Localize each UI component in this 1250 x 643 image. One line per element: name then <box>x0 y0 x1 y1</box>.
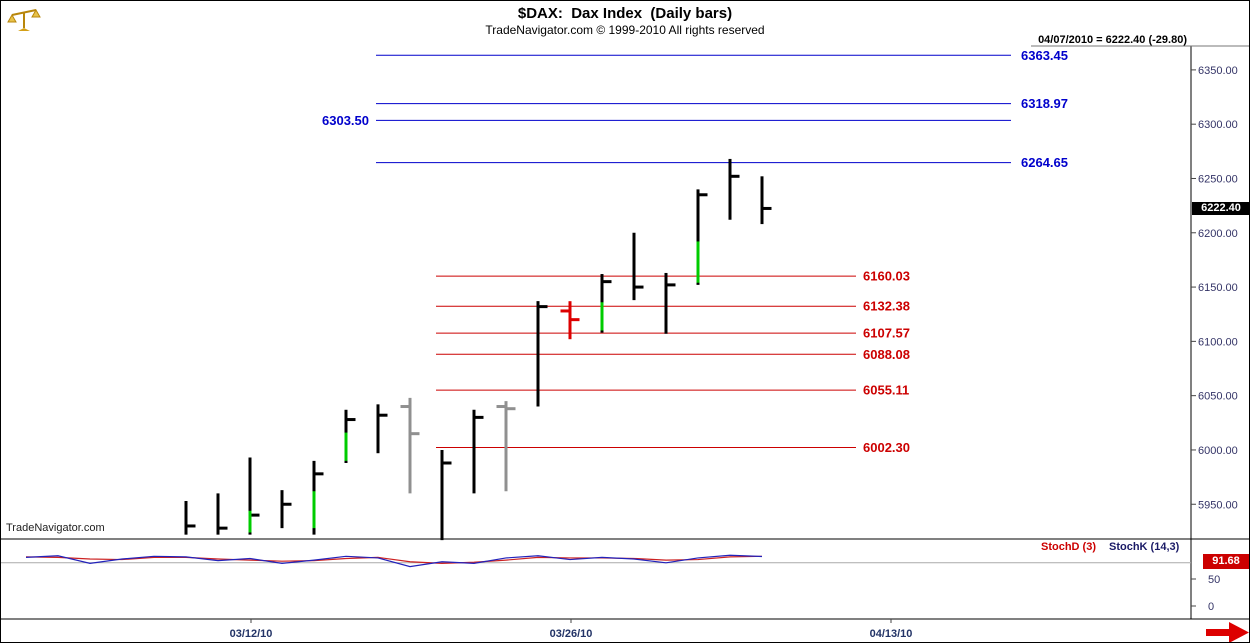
price-axis-label: 6200.00 <box>1198 228 1238 240</box>
price-axis-label: 6300.00 <box>1198 119 1238 131</box>
price-bar <box>632 232 644 301</box>
price-bar <box>376 404 388 454</box>
support-label: 6002.30 <box>863 440 910 455</box>
price-bar <box>560 301 580 340</box>
support-label: 6107.57 <box>863 326 910 341</box>
price-bar <box>400 397 420 494</box>
balance-scale-icon <box>7 3 41 33</box>
price-bar <box>344 409 356 463</box>
price-axis-label: 6250.00 <box>1198 173 1238 185</box>
price-bar <box>440 449 452 541</box>
date-axis[interactable]: 03/12/10 03/26/10 04/13/10 <box>230 619 913 640</box>
resistance-label: 6318.97 <box>1021 96 1068 111</box>
resistance-label: 6303.50 <box>322 113 369 128</box>
price-axis-label: 6100.00 <box>1198 336 1238 348</box>
stochk-legend-label: StochK (14,3) <box>1109 541 1180 553</box>
date-axis-label: 04/13/10 <box>870 628 913 640</box>
price-axis-label: 6150.00 <box>1198 282 1238 294</box>
scroll-right-arrow-icon[interactable] <box>1204 621 1249 642</box>
price-bar <box>600 274 612 333</box>
watermark: TradeNavigator.com <box>6 522 105 534</box>
price-bar <box>728 158 740 220</box>
price-bar <box>184 500 196 535</box>
support-label: 6088.08 <box>863 347 910 362</box>
price-bar <box>312 460 324 535</box>
price-axis-label: 6050.00 <box>1198 391 1238 403</box>
resistance-label: 6363.45 <box>1021 48 1068 63</box>
price-bar <box>536 301 548 407</box>
price-bar <box>760 176 772 225</box>
chart-title: $DAX: Dax Index (Daily bars) <box>517 5 733 22</box>
price-bar <box>496 401 516 492</box>
price-axis-label: 6350.00 <box>1198 65 1238 77</box>
price-bar <box>472 409 484 494</box>
stochd-line <box>25 555 763 564</box>
stochd-legend-label: StochD (3) <box>1041 541 1096 553</box>
support-label: 6132.38 <box>863 299 910 314</box>
copyright-subtitle: TradeNavigator.com © 1999-2010 All right… <box>485 23 765 37</box>
quote-info: 04/07/2010 = 6222.40 (-29.80) <box>1038 34 1187 46</box>
price-axis[interactable]: 6350.00 6300.00 6250.00 6200.00 6150.00 6100.… <box>1191 65 1238 613</box>
stochk-line <box>25 554 763 568</box>
price-bar <box>280 490 292 529</box>
price-bar <box>664 272 676 334</box>
price-bar <box>248 457 260 535</box>
price-bar <box>696 189 708 285</box>
last-price-badge: 6222.40 <box>1192 202 1249 215</box>
stoch-axis-label: 50 <box>1208 574 1220 586</box>
date-axis-label: 03/26/10 <box>550 628 593 640</box>
support-label: 6160.03 <box>863 269 910 284</box>
price-axis-label: 6000.00 <box>1198 445 1238 457</box>
support-label: 6055.11 <box>863 383 909 398</box>
date-axis-label: 03/12/10 <box>230 628 273 640</box>
price-axis-label: 5950.00 <box>1198 499 1238 511</box>
stoch-axis-label: 0 <box>1208 601 1214 613</box>
price-bar <box>216 493 228 535</box>
stoch-value-badge: 91.68 <box>1203 554 1249 569</box>
resistance-label: 6264.65 <box>1021 155 1068 170</box>
